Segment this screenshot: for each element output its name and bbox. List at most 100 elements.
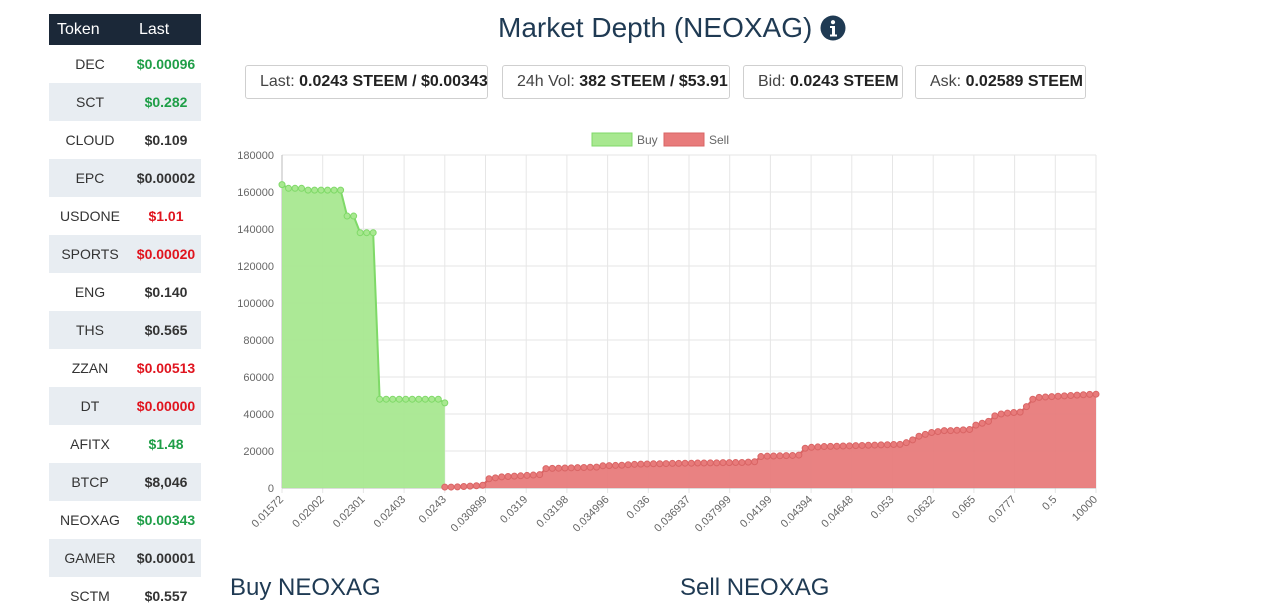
legend-swatch-sell: [663, 132, 705, 147]
series-area-sell: [444, 394, 1096, 488]
token-price: $0.00000: [136, 398, 196, 414]
token-symbol: ENG: [74, 284, 106, 300]
ask-box: Ask: 0.02589 STEEM: [915, 65, 1086, 99]
last-price-box: Last: 0.0243 STEEM / $0.00343: [245, 65, 488, 99]
data-point-sell: [472, 482, 480, 490]
data-point-sell: [694, 459, 702, 467]
token-row[interactable]: GAMER $0.00001: [49, 539, 201, 577]
token-row[interactable]: SCTM $0.557: [49, 577, 201, 610]
ask-label: Ask:: [930, 73, 962, 90]
data-point-sell: [890, 441, 898, 449]
data-point-sell: [719, 459, 727, 467]
data-point-sell: [725, 459, 733, 467]
token-row[interactable]: ENG $0.140: [49, 273, 201, 311]
data-point-buy: [415, 395, 423, 403]
data-point-sell: [985, 417, 993, 425]
x-tick-label: 0.02002: [290, 494, 327, 531]
data-point-buy: [389, 395, 397, 403]
token-table-body: DEC $0.00096 SCT $0.282 CLOUD $0.109 EPC $0.000…: [49, 45, 201, 610]
data-point-sell: [466, 482, 474, 490]
bid-value: 0.0243 STEEM: [790, 73, 899, 90]
token-row[interactable]: BTCP $8,046: [49, 463, 201, 501]
token-row[interactable]: DT $0.00000: [49, 387, 201, 425]
data-point-buy: [291, 184, 299, 192]
token-price: $0.00020: [136, 246, 196, 262]
last-price-value: 0.0243 STEEM / $0.00343: [299, 73, 488, 90]
token-price: $0.00513: [136, 360, 196, 376]
data-point-sell: [751, 458, 759, 466]
token-row[interactable]: USDONE $1.01: [49, 197, 201, 235]
data-point-sell: [485, 475, 493, 483]
last-column-header[interactable]: Last: [139, 20, 170, 38]
token-column-header[interactable]: Token: [57, 20, 100, 38]
info-circle-icon[interactable]: [820, 15, 846, 41]
data-point-sell: [624, 461, 632, 469]
data-point-sell: [732, 458, 740, 466]
legend-label-sell: Sell: [709, 133, 729, 147]
data-point-sell: [498, 473, 506, 481]
data-point-sell: [789, 451, 797, 459]
market-depth-chart[interactable]: 0 20000 40000 60000 80000 100000 120000 140000 1…: [230, 125, 1110, 545]
data-point-buy: [434, 395, 442, 403]
data-point-sell: [1048, 393, 1056, 401]
x-tick-label: 0.03198: [534, 494, 571, 531]
data-point-buy: [356, 229, 364, 237]
data-point-buy: [324, 186, 332, 194]
data-point-sell: [555, 464, 563, 472]
buy-section-title: Buy NEOXAG: [230, 574, 381, 601]
token-row[interactable]: DEC $0.00096: [49, 45, 201, 83]
data-point-buy: [285, 184, 293, 192]
token-row[interactable]: ZZAN $0.00513: [49, 349, 201, 387]
data-point-sell: [972, 421, 980, 429]
sell-section-title: Sell NEOXAG: [680, 574, 830, 601]
data-point-sell: [921, 430, 929, 438]
data-point-sell: [630, 460, 638, 468]
x-tick-label: 0.0243: [417, 494, 449, 526]
token-row[interactable]: CLOUD $0.109: [49, 121, 201, 159]
token-symbol: EPC: [75, 170, 105, 186]
data-point-sell: [896, 440, 904, 448]
data-point-sell: [1010, 409, 1018, 417]
data-point-sell: [864, 441, 872, 449]
x-tick-label: 0.036937: [652, 494, 693, 535]
token-row[interactable]: EPC $0.00002: [49, 159, 201, 197]
data-point-sell: [580, 463, 588, 471]
data-point-buy: [311, 186, 319, 194]
data-point-sell: [586, 463, 594, 471]
data-point-sell: [858, 441, 866, 449]
data-point-sell: [523, 471, 531, 479]
x-tick-label: 0.030899: [449, 494, 490, 535]
token-row[interactable]: SPORTS $0.00020: [49, 235, 201, 273]
data-point-sell: [1016, 408, 1024, 416]
y-tick-label: 180000: [237, 150, 274, 162]
data-point-buy: [330, 186, 338, 194]
data-point-sell: [656, 460, 664, 468]
data-point-buy: [441, 399, 449, 407]
token-price: $0.00096: [136, 56, 196, 72]
token-row[interactable]: AFITX $1.48: [49, 425, 201, 463]
legend-label-buy: Buy: [637, 133, 658, 147]
data-point-buy: [350, 212, 358, 220]
x-tick-label: 0.037999: [693, 494, 734, 535]
data-point-sell: [877, 441, 885, 449]
token-row[interactable]: THS $0.565: [49, 311, 201, 349]
y-tick-label: 80000: [243, 335, 274, 347]
x-tick-label: 0.01572: [250, 494, 287, 531]
data-point-sell: [947, 427, 955, 435]
token-table-header: Token Last: [49, 14, 201, 45]
token-row[interactable]: SCT $0.282: [49, 83, 201, 121]
data-point-sell: [795, 451, 803, 459]
data-point-sell: [567, 464, 575, 472]
x-tick-label: 0.0777: [986, 494, 1018, 526]
data-point-sell: [687, 459, 695, 467]
data-point-sell: [826, 442, 834, 450]
data-point-sell: [618, 461, 626, 469]
token-symbol: SCT: [76, 94, 104, 110]
data-point-sell: [833, 442, 841, 450]
token-symbol: THS: [76, 322, 104, 338]
bid-box: Bid: 0.0243 STEEM: [743, 65, 903, 99]
data-point-buy: [369, 229, 377, 237]
token-row[interactable]: NEOXAG $0.00343: [49, 501, 201, 539]
token-symbol: USDONE: [60, 208, 120, 224]
y-tick-label: 20000: [243, 446, 274, 458]
